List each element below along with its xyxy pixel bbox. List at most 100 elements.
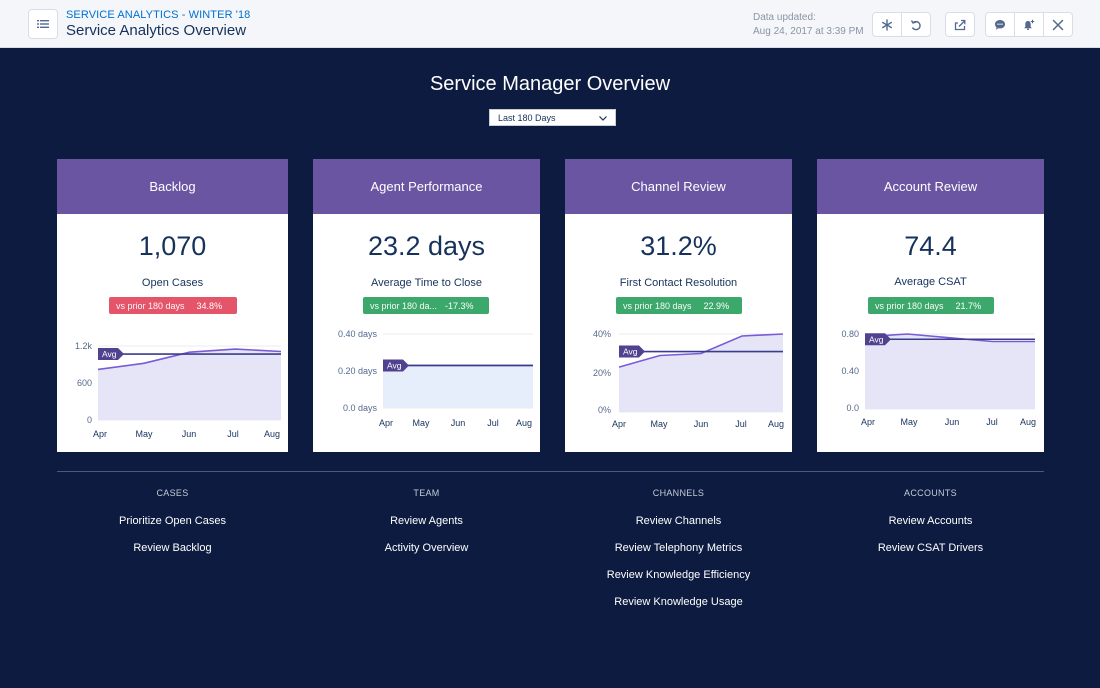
- undo-button[interactable]: [901, 12, 931, 37]
- nav-heading: ACCOUNTS: [904, 488, 957, 498]
- comparison-badge: vs prior 180 days 21.7%: [868, 297, 994, 314]
- badge-value: 34.8%: [196, 300, 223, 311]
- nav-link-review-telephony-metrics[interactable]: Review Telephony Metrics: [614, 542, 743, 554]
- kpi-card-account-review[interactable]: Account Review 74.4 Average CSAT vs prio…: [817, 159, 1044, 452]
- series-line: [97, 348, 282, 371]
- nav-heading: TEAM: [413, 488, 440, 498]
- area-fill: [865, 334, 1035, 409]
- kpi-card-channel-review[interactable]: Channel Review 31.2% First Contact Resol…: [565, 159, 792, 452]
- y-tick-label: 0%: [598, 405, 611, 415]
- y-tick-label: 0.80: [841, 329, 859, 339]
- nav-link-activity-overview[interactable]: Activity Overview: [384, 542, 469, 554]
- badge-label: vs prior 180 da...: [370, 300, 438, 311]
- date-range-select[interactable]: Last 180 Days: [489, 109, 616, 126]
- x-tick-label: Aug: [264, 429, 280, 439]
- breadcrumb[interactable]: SERVICE ANALYTICS - WINTER '18: [66, 9, 251, 21]
- avg-tag: [619, 345, 645, 358]
- sparkline-chart: Avg 1.2k 600 0 Apr May Jun Jul Aug: [75, 341, 282, 439]
- comparison-badge: vs prior 180 da... -17.3%: [363, 297, 489, 314]
- badge-label: vs prior 180 days: [116, 300, 185, 311]
- avg-tag: [383, 359, 409, 372]
- nav-column-accounts: ACCOUNTS Review Accounts Review CSAT Dri…: [815, 488, 1046, 556]
- close-icon: [1052, 19, 1064, 30]
- y-tick-label: 0: [87, 415, 92, 425]
- share-button[interactable]: [945, 12, 975, 37]
- undo-icon: [910, 19, 921, 30]
- avg-tag: [98, 348, 124, 361]
- x-tick-label: Jun: [694, 419, 709, 429]
- y-tick-label: 600: [77, 378, 92, 388]
- notify-icon: [1024, 19, 1035, 30]
- asterisk-button[interactable]: [872, 12, 902, 37]
- share-icon: [954, 19, 966, 30]
- view-button-group: [872, 12, 931, 37]
- notify-button[interactable]: [1014, 12, 1044, 37]
- x-tick-label: Apr: [379, 418, 393, 428]
- sparkline-chart: Avg 0.80 0.40 0.0 Apr May Jun Jul Aug: [841, 329, 1036, 427]
- comparison-badge: vs prior 180 days 34.8%: [109, 297, 237, 314]
- y-tick-label: 0.0: [846, 403, 859, 413]
- nav-link-review-knowledge-usage[interactable]: Review Knowledge Usage: [614, 596, 743, 608]
- avg-label: Avg: [869, 334, 884, 344]
- chat-icon: [995, 19, 1005, 30]
- nav-link-review-backlog[interactable]: Review Backlog: [133, 542, 212, 554]
- chat-button[interactable]: [985, 12, 1015, 37]
- x-tick-label: Apr: [93, 429, 107, 439]
- section-divider: [57, 471, 1044, 472]
- x-tick-label: May: [412, 418, 430, 428]
- y-tick-label: 0.40: [841, 366, 859, 376]
- avg-label: Avg: [623, 347, 638, 357]
- card-header: Backlog: [57, 159, 288, 214]
- kpi-metric-label: First Contact Resolution: [619, 277, 738, 289]
- nav-column-team: TEAM Review Agents Activity Overview: [311, 488, 542, 556]
- y-tick-label: 0.20 days: [338, 366, 378, 376]
- kpi-metric-label: Average CSAT: [894, 276, 967, 288]
- kpi-value: 74.4: [904, 231, 957, 261]
- y-tick-label: 20%: [593, 368, 611, 378]
- list-icon: [37, 20, 49, 28]
- x-tick-label: Aug: [1020, 417, 1036, 427]
- x-tick-label: Jul: [227, 429, 239, 439]
- x-tick-label: Jul: [735, 419, 747, 429]
- avg-label: Avg: [387, 360, 402, 370]
- data-updated-timestamp: Aug 24, 2017 at 3:39 PM: [753, 26, 864, 37]
- data-updated-label: Data updated:: [753, 12, 816, 23]
- menu-button[interactable]: [28, 9, 58, 39]
- area-fill: [383, 365, 533, 408]
- area-fill: [619, 334, 783, 412]
- x-tick-label: Jun: [182, 429, 197, 439]
- nav-link-review-accounts[interactable]: Review Accounts: [888, 515, 973, 527]
- y-tick-label: 0.0 days: [343, 403, 378, 413]
- nav-link-review-agents[interactable]: Review Agents: [390, 515, 463, 527]
- card-header: Agent Performance: [313, 159, 540, 214]
- x-tick-label: Jun: [945, 417, 960, 427]
- nav-link-review-knowledge-efficiency[interactable]: Review Knowledge Efficiency: [606, 569, 751, 581]
- kpi-value: 23.2 days: [367, 231, 486, 261]
- y-tick-label: 1.2k: [75, 341, 93, 351]
- x-tick-label: May: [650, 419, 668, 429]
- nav-link-review-channels[interactable]: Review Channels: [635, 515, 722, 527]
- nav-link-review-csat-drivers[interactable]: Review CSAT Drivers: [877, 542, 984, 554]
- nav-column-cases: CASES Prioritize Open Cases Review Backl…: [57, 488, 288, 556]
- kpi-value: 31.2%: [640, 231, 717, 261]
- x-tick-label: Aug: [516, 418, 532, 428]
- series-line: [864, 333, 1035, 343]
- nav-column-channels: CHANNELS Review Channels Review Telephon…: [563, 488, 794, 610]
- y-tick-label: 40%: [593, 329, 611, 339]
- dashboard-title: Service Manager Overview: [429, 73, 671, 95]
- nav-link-prioritize-open-cases[interactable]: Prioritize Open Cases: [119, 515, 226, 527]
- kpi-metric-label: Open Cases: [141, 277, 204, 289]
- header-bar: SERVICE ANALYTICS - WINTER '18 Service A…: [0, 0, 1100, 48]
- y-tick-label: 0.40 days: [338, 329, 378, 339]
- sparkline-chart: Avg 0.40 days 0.20 days 0.0 days Apr May…: [338, 329, 533, 428]
- badge-value: 22.9%: [703, 300, 730, 311]
- badge-value: 21.7%: [955, 300, 982, 311]
- kpi-card-backlog[interactable]: Backlog 1,070 Open Cases vs prior 180 da…: [57, 159, 288, 452]
- avg-tag: [865, 333, 891, 346]
- kpi-metric-label: Average Time to Close: [370, 277, 483, 289]
- date-range-value: Last 180 Days: [498, 112, 556, 123]
- card-header: Account Review: [817, 159, 1044, 214]
- close-button[interactable]: [1043, 12, 1073, 37]
- kpi-card-agent-performance[interactable]: Agent Performance 23.2 days Average Time…: [313, 159, 540, 452]
- badge-value: -17.3%: [445, 300, 474, 311]
